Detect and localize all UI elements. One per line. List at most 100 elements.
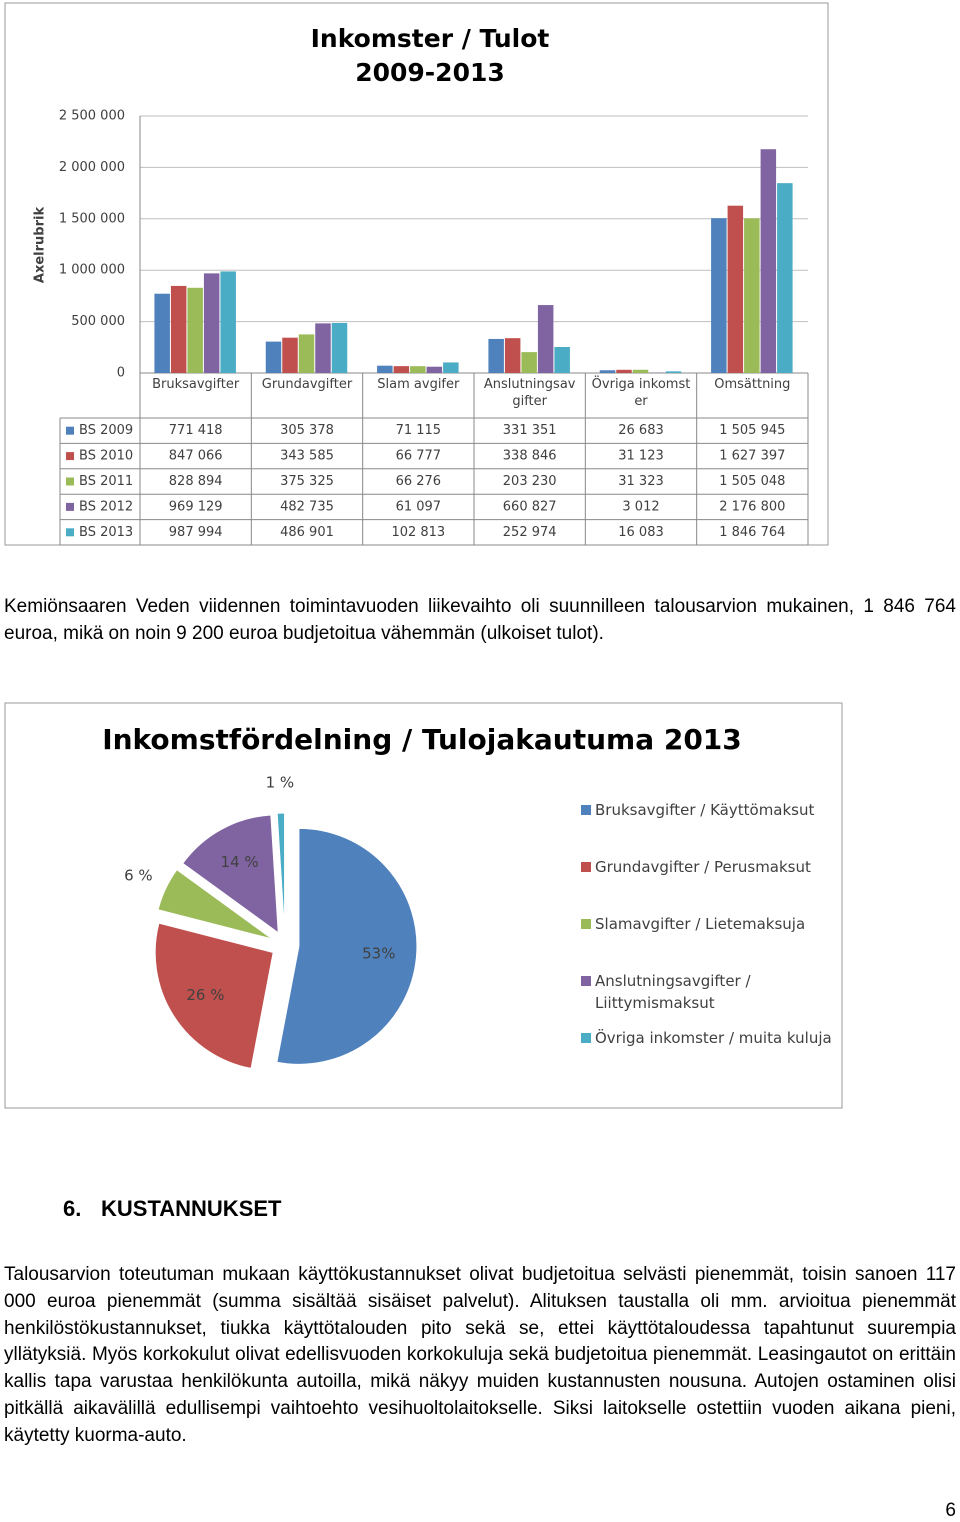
x-tick-label: Anslutningsavgifter: [480, 376, 579, 410]
bar: [711, 218, 727, 373]
page-number: 6: [945, 1500, 956, 1522]
data-label: 16 083: [618, 525, 664, 540]
legend-swatch: [581, 862, 591, 872]
data-label: 338 846: [503, 449, 557, 464]
heading-number: 6.: [63, 1196, 81, 1222]
paragraph: Talousarvion toteutuman mukaan käyttökus…: [4, 1262, 956, 1450]
bar: [505, 338, 520, 373]
legend-swatch: [581, 805, 591, 815]
bar: [315, 323, 331, 373]
legend-label: Grundavgifter / Perusmaksut: [595, 856, 835, 878]
bar: [220, 271, 236, 373]
x-tick-label: Bruksavgifter: [146, 376, 245, 393]
data-label: 305 378: [280, 423, 334, 438]
data-label: 1 505 048: [719, 474, 785, 489]
bar: [299, 334, 315, 373]
legend-label: BS 2009: [79, 423, 133, 438]
bar: [538, 305, 554, 373]
x-tick-label: Slam avgifer: [369, 376, 468, 393]
legend-label: Bruksavgifter / Käyttömaksut: [595, 799, 835, 821]
bar: [443, 362, 459, 373]
bar: [332, 323, 348, 373]
data-label: 61 097: [396, 499, 442, 514]
legend-label: BS 2013: [79, 525, 133, 540]
chart-title: Inkomstfördelning / Tulojakautuma 2013: [102, 723, 742, 756]
data-label: 252 974: [503, 525, 557, 540]
y-tick-label: 2 500 000: [59, 109, 125, 124]
data-label: 828 894: [169, 474, 223, 489]
legend-swatch: [581, 976, 591, 986]
chart-subtitle: 2009-2013: [355, 58, 505, 87]
data-label: 53%: [362, 944, 395, 962]
y-axis-label: Axelrubrik: [33, 207, 48, 284]
bar: [171, 286, 187, 373]
legend-swatch: [581, 919, 591, 929]
legend-swatch: [66, 427, 74, 435]
data-label: 203 230: [503, 474, 557, 489]
y-tick-label: 500 000: [71, 314, 125, 329]
data-label: 969 129: [169, 499, 223, 514]
bar: [187, 288, 203, 373]
legend-swatch: [66, 503, 74, 511]
paragraph: Kemiönsaaren Veden viidennen toimintavuo…: [4, 594, 956, 648]
data-label: 26 683: [618, 423, 664, 438]
bar: [266, 342, 282, 373]
data-label: 660 827: [503, 499, 557, 514]
bar: [777, 183, 793, 373]
bar: [554, 347, 570, 373]
bar: [488, 339, 504, 373]
legend-swatch: [581, 1033, 591, 1043]
y-tick-label: 0: [117, 366, 125, 381]
bar: [521, 352, 537, 373]
data-label: 31 123: [618, 449, 664, 464]
bar: [633, 370, 649, 373]
bar: [204, 273, 220, 373]
data-label: 66 276: [396, 474, 442, 489]
data-label: 343 585: [280, 449, 334, 464]
y-tick-label: 1 500 000: [59, 211, 125, 226]
data-label: 771 418: [169, 423, 223, 438]
bar: [154, 294, 170, 373]
legend-label: Övriga inkomster / muita kuluja: [595, 1027, 835, 1049]
data-label: 71 115: [396, 423, 442, 438]
legend-label: BS 2010: [79, 449, 133, 464]
legend-label: BS 2012: [79, 499, 133, 514]
data-label: 66 777: [396, 449, 442, 464]
bar: [394, 366, 410, 373]
bar: [744, 218, 760, 373]
bar: [728, 206, 744, 373]
legend-label: Anslutningsavgifter / Liittymismaksut: [595, 970, 765, 1014]
legend-swatch: [66, 452, 74, 460]
y-tick-label: 2 000 000: [59, 160, 125, 175]
data-label: 987 994: [169, 525, 223, 540]
data-label: 1 %: [266, 774, 295, 792]
data-label: 3 012: [622, 499, 659, 514]
data-label: 486 901: [280, 525, 334, 540]
data-label: 1 846 764: [719, 525, 785, 540]
data-label: 847 066: [169, 449, 223, 464]
data-label: 14 %: [221, 853, 259, 871]
bar: [600, 370, 616, 373]
data-label: 1 627 397: [719, 449, 785, 464]
legend-label: Slamavgifter / Lietemaksuja: [595, 913, 835, 935]
bar: [666, 371, 682, 373]
x-tick-label: Grundavgifter: [257, 376, 356, 393]
data-label: 102 813: [391, 525, 445, 540]
data-label: 6 %: [124, 867, 153, 885]
bar: [282, 338, 298, 373]
bar: [427, 367, 443, 373]
legend-label: BS 2011: [79, 474, 133, 489]
legend-swatch: [66, 478, 74, 486]
bar: [377, 366, 393, 373]
heading: KUSTANNUKSET: [101, 1196, 281, 1222]
data-label: 31 323: [618, 474, 664, 489]
data-label: 1 505 945: [719, 423, 785, 438]
chart-title: Inkomster / Tulot: [311, 24, 550, 53]
x-tick-label: Övriga inkomster: [591, 376, 690, 410]
data-label: 2 176 800: [719, 499, 785, 514]
bar: [410, 366, 426, 373]
bar: [616, 370, 632, 373]
x-tick-label: Omsättning: [703, 376, 802, 393]
data-label: 26 %: [186, 986, 224, 1004]
